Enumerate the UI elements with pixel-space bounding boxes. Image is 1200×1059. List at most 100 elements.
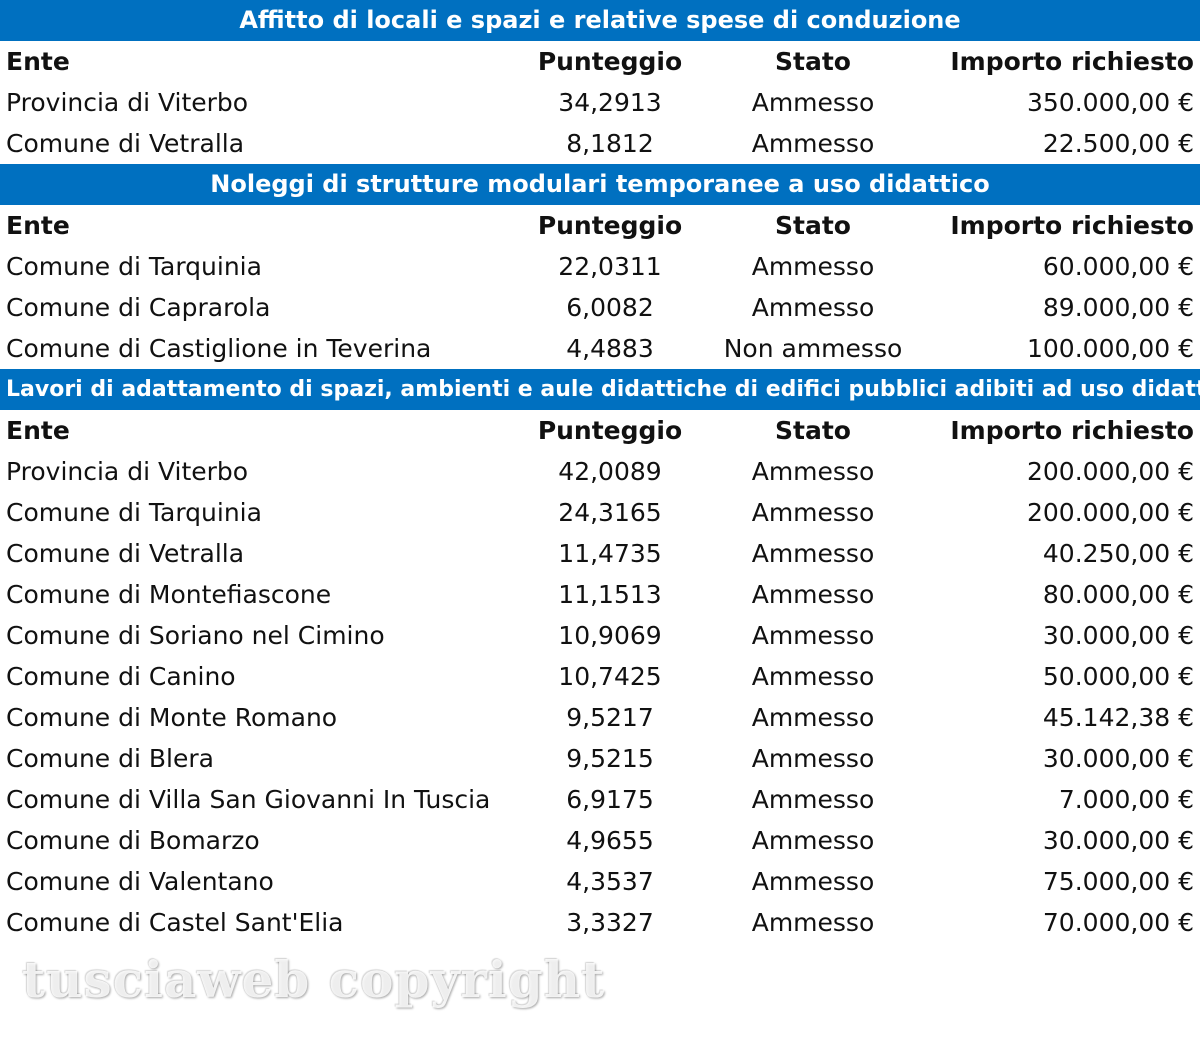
column-header-punteggio: Punteggio [537, 416, 683, 445]
cell-stato: Ammesso [751, 293, 875, 322]
column-header-punteggio: Punteggio [537, 47, 683, 76]
copyright-watermark: tusciaweb copyright [22, 950, 606, 1009]
table-row: Comune di Monte Romano 9,5217 Ammesso 45… [0, 697, 1200, 738]
ranking-table: Affitto di locali e spazi e relative spe… [0, 0, 1200, 943]
cell-importo: 70.000,00 € [1042, 908, 1194, 937]
table-row: Comune di Canino 10,7425 Ammesso 50.000,… [0, 656, 1200, 697]
cell-stato: Ammesso [751, 785, 875, 814]
cell-importo: 200.000,00 € [1027, 498, 1194, 527]
cell-importo: 40.250,00 € [1042, 539, 1194, 568]
cell-importo: 75.000,00 € [1042, 867, 1194, 896]
column-header-stato: Stato [775, 47, 851, 76]
section-title: Lavori di adattamento di spazi, ambienti… [0, 369, 1200, 410]
cell-stato: Ammesso [751, 457, 875, 486]
section-title: Noleggi di strutture modulari temporanee… [0, 164, 1200, 205]
cell-punteggio: 4,3537 [566, 867, 654, 896]
cell-ente: Comune di Canino [6, 662, 236, 691]
table-row: Comune di Soriano nel Cimino 10,9069 Amm… [0, 615, 1200, 656]
cell-ente: Comune di Vetralla [6, 129, 245, 158]
cell-stato: Ammesso [751, 744, 875, 773]
cell-stato: Ammesso [751, 703, 875, 732]
cell-punteggio: 6,9175 [566, 785, 654, 814]
cell-punteggio: 4,4883 [566, 334, 654, 363]
cell-importo: 30.000,00 € [1042, 826, 1194, 855]
cell-importo: 89.000,00 € [1042, 293, 1194, 322]
column-header-importo: Importo richiesto [950, 47, 1194, 76]
cell-punteggio: 6,0082 [566, 293, 654, 322]
table-row: Comune di Villa San Giovanni In Tuscia 6… [0, 779, 1200, 820]
cell-punteggio: 9,5217 [566, 703, 654, 732]
cell-stato: Ammesso [751, 580, 875, 609]
cell-punteggio: 10,9069 [558, 621, 662, 650]
cell-ente: Comune di Tarquinia [6, 498, 262, 527]
section-affitto: Affitto di locali e spazi e relative spe… [0, 0, 1200, 164]
cell-ente: Comune di Caprarola [6, 293, 271, 322]
cell-punteggio: 11,1513 [558, 580, 662, 609]
column-header-importo: Importo richiesto [950, 416, 1194, 445]
cell-importo: 7.000,00 € [1058, 785, 1194, 814]
cell-punteggio: 11,4735 [558, 539, 662, 568]
cell-punteggio: 9,5215 [566, 744, 654, 773]
table-row: Comune di Bomarzo 4,9655 Ammesso 30.000,… [0, 820, 1200, 861]
column-header-row: Ente Punteggio Stato Importo richiesto [0, 410, 1200, 451]
cell-importo: 100.000,00 € [1027, 334, 1194, 363]
cell-ente: Comune di Bomarzo [6, 826, 260, 855]
cell-ente: Comune di Soriano nel Cimino [6, 621, 385, 650]
column-header-importo: Importo richiesto [950, 211, 1194, 240]
cell-ente: Comune di Villa San Giovanni In Tuscia [6, 785, 491, 814]
cell-punteggio: 22,0311 [558, 252, 662, 281]
cell-importo: 22.500,00 € [1042, 129, 1194, 158]
column-header-ente: Ente [6, 47, 70, 76]
table-row: Provincia di Viterbo 34,2913 Ammesso 350… [0, 82, 1200, 123]
column-header-ente: Ente [6, 416, 70, 445]
table-row: Comune di Montefiascone 11,1513 Ammesso … [0, 574, 1200, 615]
table-row: Provincia di Viterbo 42,0089 Ammesso 200… [0, 451, 1200, 492]
table-row: Comune di Tarquinia 24,3165 Ammesso 200.… [0, 492, 1200, 533]
column-header-stato: Stato [775, 211, 851, 240]
cell-ente: Provincia di Viterbo [6, 457, 249, 486]
cell-stato: Ammesso [751, 826, 875, 855]
cell-importo: 350.000,00 € [1027, 88, 1194, 117]
column-header-stato: Stato [775, 416, 851, 445]
section-noleggi: Noleggi di strutture modulari temporanee… [0, 164, 1200, 369]
table-row: Comune di Vetralla 11,4735 Ammesso 40.25… [0, 533, 1200, 574]
cell-ente: Comune di Castiglione in Teverina [6, 334, 432, 363]
cell-ente: Comune di Monte Romano [6, 703, 338, 732]
cell-punteggio: 34,2913 [558, 88, 662, 117]
cell-stato: Ammesso [751, 867, 875, 896]
cell-importo: 80.000,00 € [1042, 580, 1194, 609]
cell-punteggio: 10,7425 [558, 662, 662, 691]
column-header-punteggio: Punteggio [537, 211, 683, 240]
cell-ente: Comune di Blera [6, 744, 214, 773]
cell-stato: Ammesso [751, 498, 875, 527]
cell-stato: Ammesso [751, 908, 875, 937]
section-lavori: Lavori di adattamento di spazi, ambienti… [0, 369, 1200, 943]
cell-stato: Ammesso [751, 129, 875, 158]
table-row: Comune di Castiglione in Teverina 4,4883… [0, 328, 1200, 369]
cell-punteggio: 42,0089 [558, 457, 662, 486]
cell-stato: Non ammesso [723, 334, 903, 363]
cell-importo: 200.000,00 € [1027, 457, 1194, 486]
cell-importo: 45.142,38 € [1042, 703, 1194, 732]
cell-punteggio: 8,1812 [566, 129, 654, 158]
cell-ente: Comune di Valentano [6, 867, 274, 896]
cell-importo: 30.000,00 € [1042, 621, 1194, 650]
cell-importo: 50.000,00 € [1042, 662, 1194, 691]
column-header-row: Ente Punteggio Stato Importo richiesto [0, 205, 1200, 246]
cell-importo: 60.000,00 € [1042, 252, 1194, 281]
table-row: Comune di Caprarola 6,0082 Ammesso 89.00… [0, 287, 1200, 328]
table-row: Comune di Valentano 4,3537 Ammesso 75.00… [0, 861, 1200, 902]
section-title: Affitto di locali e spazi e relative spe… [0, 0, 1200, 41]
cell-punteggio: 24,3165 [558, 498, 662, 527]
cell-punteggio: 3,3327 [566, 908, 654, 937]
cell-stato: Ammesso [751, 662, 875, 691]
table-row: Comune di Castel Sant'Elia 3,3327 Ammess… [0, 902, 1200, 943]
cell-ente: Comune di Castel Sant'Elia [6, 908, 344, 937]
table-row: Comune di Tarquinia 22,0311 Ammesso 60.0… [0, 246, 1200, 287]
cell-ente: Comune di Vetralla [6, 539, 245, 568]
cell-stato: Ammesso [751, 539, 875, 568]
cell-ente: Comune di Montefiascone [6, 580, 332, 609]
cell-importo: 30.000,00 € [1042, 744, 1194, 773]
cell-stato: Ammesso [751, 88, 875, 117]
column-header-ente: Ente [6, 211, 70, 240]
